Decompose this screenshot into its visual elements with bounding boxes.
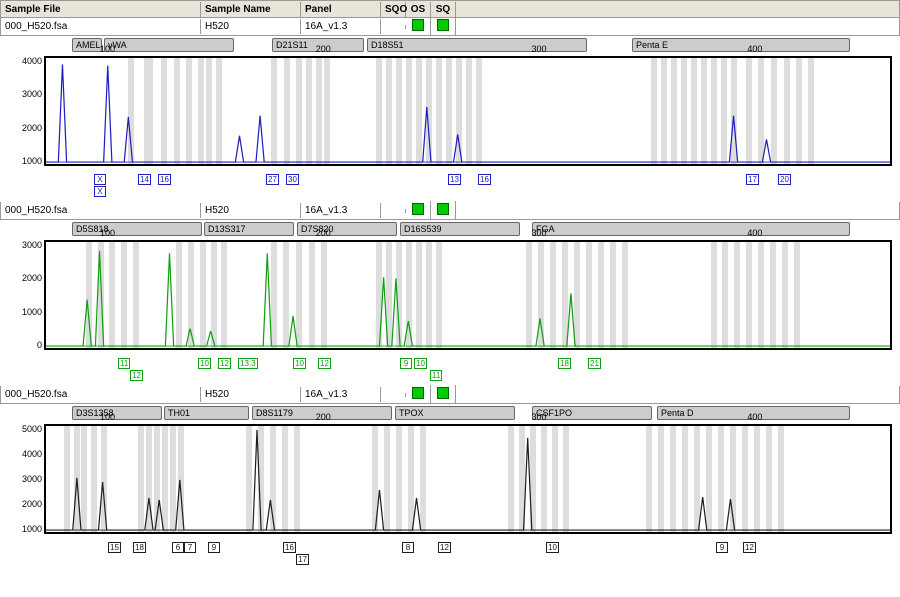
cell-sample-file: 000_H520.fsa <box>1 203 201 218</box>
header-sample-name: Sample Name <box>201 2 301 17</box>
allele-label: 14 <box>138 174 151 185</box>
cell-sample-file: 000_H520.fsa <box>1 19 201 34</box>
allele-label: 27 <box>266 174 279 185</box>
trace-line <box>46 58 890 164</box>
cell-os <box>406 201 431 220</box>
status-icon <box>437 19 449 31</box>
header-sq: SQ <box>431 2 456 17</box>
header-os: OS <box>406 2 431 17</box>
cell-sq <box>431 201 456 220</box>
cell-sample-name: H520 <box>201 387 301 402</box>
status-icon <box>412 203 424 215</box>
allele-label: 16 <box>158 174 171 185</box>
header-sqo: SQO <box>381 2 406 17</box>
cell-panel: 16A_v1.3 <box>301 203 381 218</box>
allele-label: 21 <box>588 358 601 369</box>
allele-label: 12 <box>743 542 756 553</box>
trace-line <box>46 242 890 348</box>
locus-label: D3S1358 <box>72 406 162 420</box>
allele-label: 10 <box>293 358 306 369</box>
locus-label: vWA <box>104 38 234 52</box>
cell-sq <box>431 385 456 404</box>
allele-label: 13 <box>448 174 461 185</box>
allele-label: 12 <box>318 358 331 369</box>
locus-label: D5S818 <box>72 222 202 236</box>
allele-label: 16 <box>283 542 296 553</box>
header-panel: Panel <box>301 2 381 17</box>
allele-label: 8 <box>402 542 414 553</box>
locus-label: AMEL <box>72 38 102 52</box>
status-icon <box>437 387 449 399</box>
status-icon <box>437 203 449 215</box>
allele-label: 18 <box>133 542 146 553</box>
cell-os <box>406 385 431 404</box>
cell-os <box>406 17 431 36</box>
allele-label: 10 <box>414 358 427 369</box>
locus-label: D18S51 <box>367 38 587 52</box>
y-axis: 50004000300020001000 <box>8 424 44 534</box>
allele-label: 11 <box>430 370 442 381</box>
header-sample-file: Sample File <box>1 2 201 17</box>
cell-sample-name: H520 <box>201 19 301 34</box>
cell-sample-name: H520 <box>201 203 301 218</box>
allele-label: 12 <box>438 542 451 553</box>
cell-sample-file: 000_H520.fsa <box>1 387 201 402</box>
allele-label: X <box>94 186 106 197</box>
allele-label: 18 <box>558 358 571 369</box>
allele-calls: XX 14 16 27 30 13 16 17 20 <box>44 174 892 200</box>
locus-bar: D3S1358TH01D8S1179TPOXCSF1POPenta D <box>72 406 892 422</box>
electropherogram: 50004000300020001000100200300400 <box>8 424 892 534</box>
status-icon <box>412 387 424 399</box>
electropherogram: 4000300020001000100200300400 <box>8 56 892 166</box>
allele-label: 12 <box>218 358 231 369</box>
trace-line <box>46 426 890 532</box>
allele-label: 13.3 <box>238 358 258 369</box>
allele-label: 17 <box>746 174 759 185</box>
y-axis: 4000300020001000 <box>8 56 44 166</box>
cell-panel: 16A_v1.3 <box>301 387 381 402</box>
plot-area: 100200300400 <box>44 56 892 166</box>
allele-label: 20 <box>778 174 791 185</box>
y-axis: 3000200010000 <box>8 240 44 350</box>
locus-label: TPOX <box>395 406 515 420</box>
sample-row: 000_H520.fsaH52016A_v1.3 <box>0 386 900 404</box>
sample-row: 000_H520.fsaH52016A_v1.3 <box>0 202 900 220</box>
cell-sqo <box>381 393 406 397</box>
cell-sqo <box>381 25 406 29</box>
locus-label: D16S539 <box>400 222 520 236</box>
allele-label: 7 <box>184 542 196 553</box>
allele-label: 9 <box>400 358 412 369</box>
allele-label: 16 <box>478 174 491 185</box>
locus-bar: D5S818D13S317D7S820D16S539 FGA <box>72 222 892 238</box>
allele-label: 9 <box>716 542 728 553</box>
allele-label: 10 <box>546 542 559 553</box>
plot-area: 100200300400 <box>44 240 892 350</box>
locus-bar: AMELvWAD21S11D18S51Penta E <box>72 38 892 54</box>
locus-label: D7S820 <box>297 222 397 236</box>
allele-label: 10 <box>198 358 211 369</box>
locus-label: FGA <box>532 222 850 236</box>
locus-label: CSF1PO <box>532 406 652 420</box>
allele-label: 6 <box>172 542 184 553</box>
allele-calls: 15 18 67 9 1617 8 12 10 9 12 <box>44 542 892 568</box>
plot-area: 100200300400 <box>44 424 892 534</box>
allele-label: 9 <box>208 542 220 553</box>
allele-calls: 1112101213.31012910111821 <box>44 358 892 384</box>
cell-panel: 16A_v1.3 <box>301 19 381 34</box>
column-header: Sample File Sample Name Panel SQO OS SQ <box>0 0 900 18</box>
locus-label: TH01 <box>164 406 249 420</box>
cell-sq <box>431 17 456 36</box>
electropherogram: 3000200010000100200300400 <box>8 240 892 350</box>
allele-label: X <box>94 174 106 185</box>
status-icon <box>412 19 424 31</box>
allele-label: 12 <box>130 370 143 381</box>
locus-label: D13S317 <box>204 222 294 236</box>
sample-row: 000_H520.fsaH52016A_v1.3 <box>0 18 900 36</box>
allele-label: 17 <box>296 554 309 565</box>
allele-label: 15 <box>108 542 121 553</box>
locus-label: Penta E <box>632 38 850 52</box>
allele-label: 30 <box>286 174 299 185</box>
allele-label: 11 <box>118 358 130 369</box>
cell-sqo <box>381 209 406 213</box>
